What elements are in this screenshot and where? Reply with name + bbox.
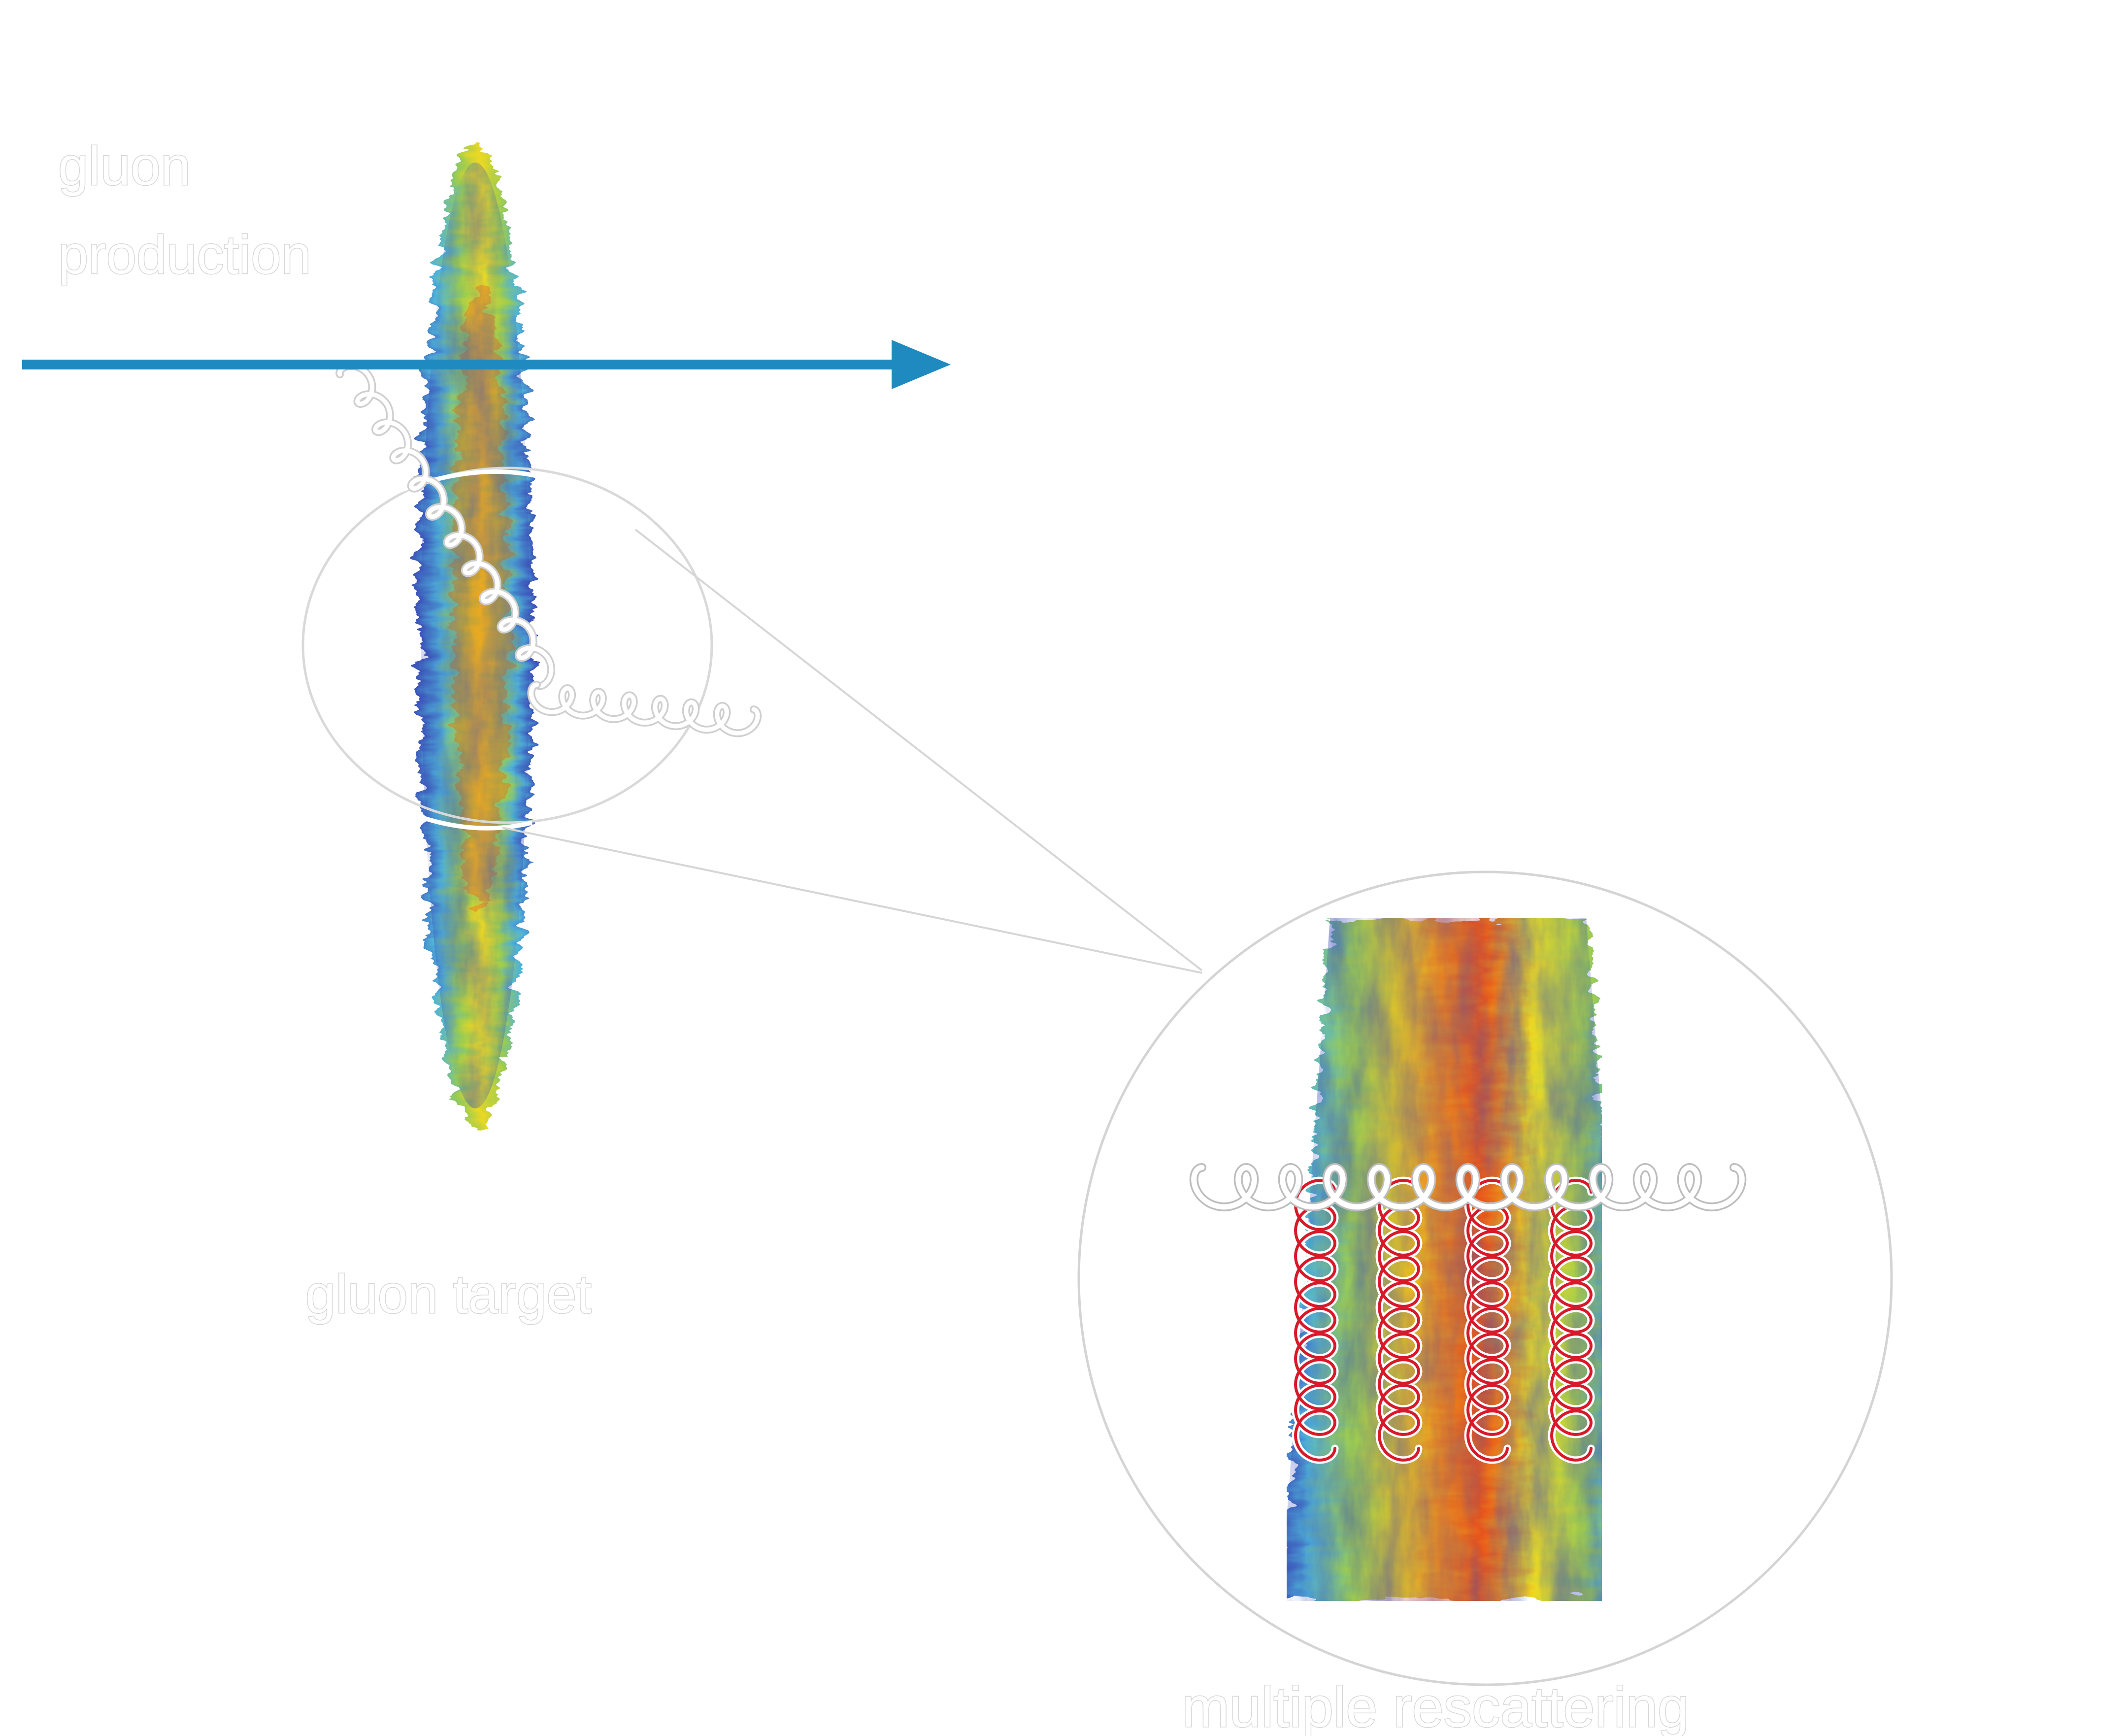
gluon-target-nucleus: [417, 143, 533, 1128]
exchanged-gluons: [1292, 1176, 1595, 1464]
zoom-connector-upper: [634, 529, 1203, 971]
magnifier-lens: [301, 467, 713, 824]
exchanged-gluon-coil-3: [1466, 1179, 1509, 1462]
beam-arrow-icon: [22, 340, 951, 389]
emitted-gluon-tail-coil: [529, 682, 760, 735]
gluon-production-label-line1: gluon: [58, 136, 191, 197]
exchanged-gluon-coil-4: [1550, 1179, 1593, 1462]
beam-arrow-head: [892, 340, 951, 389]
target-speckle: [421, 163, 530, 1108]
magnifier-lens-highlight-lower: [408, 810, 533, 831]
exchanged-gluon-coil-1: [1294, 1179, 1337, 1462]
multiple-rescattering-label: multiple rescattering: [1182, 1676, 1689, 1736]
zoom-connector-lower: [502, 827, 1202, 974]
emitted-gluon-spring-icon: [335, 362, 762, 737]
rescattering-gluon-spring-icon: [1189, 1163, 1747, 1212]
exchanged-gluon-coil-2: [1377, 1179, 1421, 1462]
rescattering-gluon-coil: [1191, 1165, 1745, 1210]
emitted-gluon-coil: [337, 364, 554, 689]
gluon-production-label-line2: production: [58, 225, 311, 285]
gluon-target-label: gluon target: [305, 1264, 592, 1325]
